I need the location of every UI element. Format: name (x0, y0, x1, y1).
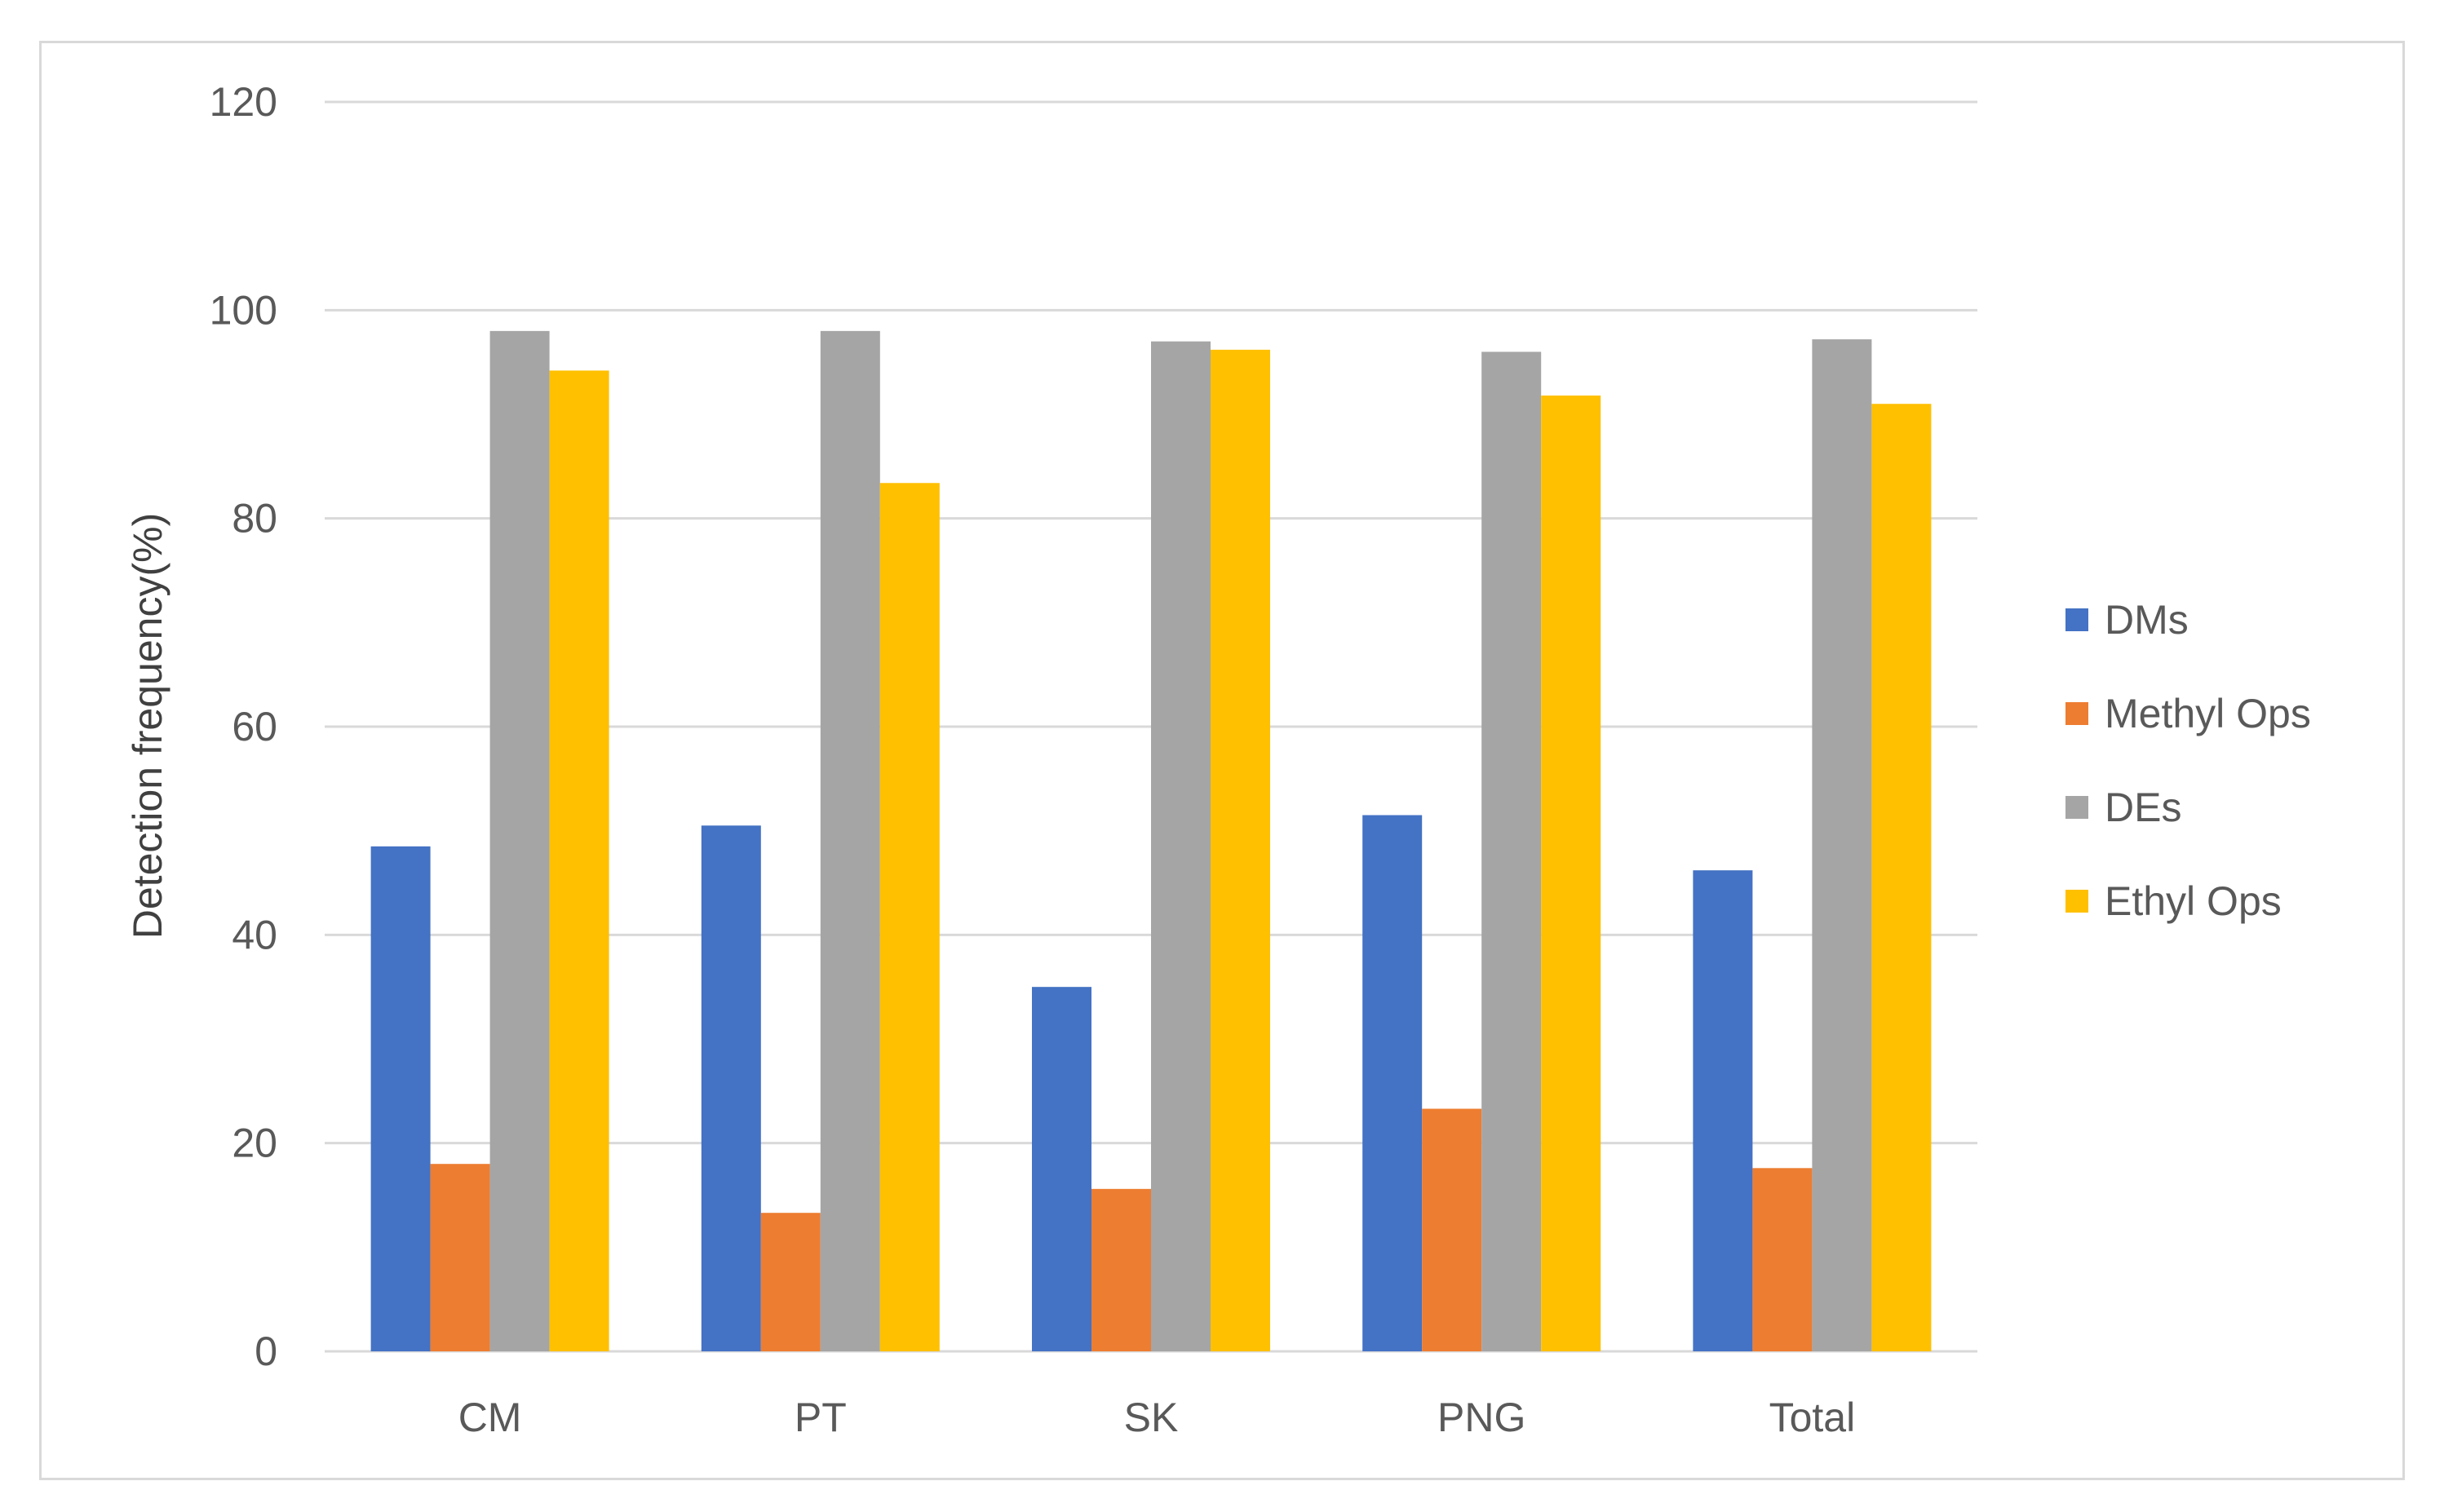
x-tick-label: PNG (1437, 1395, 1525, 1440)
bar-ethyl-ops-sk (1211, 349, 1270, 1351)
x-tick-label: Total (1769, 1395, 1856, 1440)
legend-swatch (2065, 796, 2088, 819)
legend-swatch (2065, 890, 2088, 913)
bar-des-png (1481, 351, 1542, 1351)
legend-label: Methyl Ops (2105, 691, 2311, 736)
bar-ethyl-ops-png (1541, 396, 1601, 1351)
bar-methyl-ops-total (1752, 1168, 1813, 1351)
legend-label: DEs (2105, 785, 2181, 830)
y-tick-label: 80 (232, 496, 277, 542)
bars (370, 330, 1932, 1352)
y-tick-label: 120 (210, 79, 277, 125)
y-tick-label: 40 (232, 912, 277, 957)
bar-methyl-ops-png (1422, 1108, 1482, 1351)
y-axis-ticks: 0 20 40 60 80 100 120 (210, 79, 277, 1374)
legend: DMs Methyl Ops DEs Ethyl Ops (2065, 597, 2311, 924)
bar-ethyl-ops-total (1871, 404, 1932, 1351)
bar-ethyl-ops-pt (879, 483, 940, 1351)
bar-dms-pt (701, 825, 761, 1351)
bar-dms-cm (370, 846, 431, 1351)
bar-ethyl-ops-cm (549, 370, 609, 1351)
y-tick-label: 0 (255, 1329, 277, 1374)
legend-swatch (2065, 608, 2088, 631)
y-tick-label: 100 (210, 287, 277, 333)
bar-dms-total (1693, 870, 1753, 1351)
x-tick-label: CM (458, 1395, 522, 1440)
bar-dms-png (1362, 815, 1423, 1351)
bar-des-pt (820, 330, 880, 1351)
legend-label: Ethyl Ops (2105, 878, 2282, 924)
y-tick-label: 60 (232, 704, 277, 749)
bar-des-total (1812, 339, 1872, 1352)
legend-swatch (2065, 702, 2088, 725)
bar-des-cm (489, 330, 550, 1351)
x-axis-ticks: CM PT SK PNG Total (458, 1395, 1855, 1440)
bar-methyl-ops-pt (760, 1213, 821, 1351)
bar-methyl-ops-sk (1091, 1188, 1151, 1351)
x-tick-label: PT (795, 1395, 847, 1440)
x-tick-label: SK (1124, 1395, 1179, 1440)
legend-label: DMs (2105, 597, 2189, 643)
y-tick-label: 20 (232, 1121, 277, 1166)
bar-des-sk (1151, 341, 1211, 1352)
bar-dms-sk (1032, 987, 1091, 1351)
bar-methyl-ops-cm (430, 1164, 490, 1351)
y-axis-title: Detection frequency(%) (125, 513, 170, 939)
